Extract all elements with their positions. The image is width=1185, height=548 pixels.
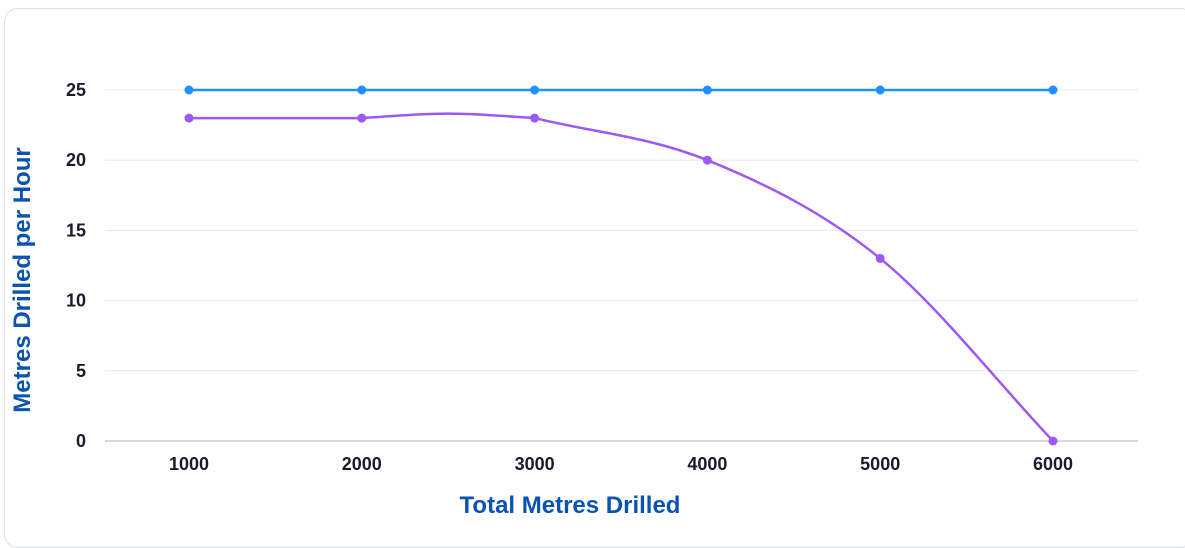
series-1-point[interactable]: [702, 85, 712, 95]
x-axis-title: Total Metres Drilled: [460, 492, 681, 519]
y-tick-label: 0: [76, 431, 86, 451]
x-tick-label: 1000: [169, 454, 209, 474]
series-1-point[interactable]: [184, 85, 194, 95]
series-1-point[interactable]: [875, 85, 885, 95]
y-axis-ticks: 0 5 10 15 20 25: [66, 80, 86, 451]
series-2-point[interactable]: [357, 113, 367, 123]
y-tick-label: 15: [66, 220, 86, 240]
y-tick-label: 20: [66, 150, 86, 170]
x-tick-label: 2000: [342, 454, 382, 474]
y-tick-label: 25: [66, 80, 86, 100]
series-2-line: [189, 112, 1054, 442]
x-tick-label: 4000: [687, 454, 727, 474]
series-1-point[interactable]: [1048, 85, 1058, 95]
series-2-point[interactable]: [702, 155, 712, 165]
x-tick-label: 6000: [1033, 454, 1073, 474]
series-2-point[interactable]: [530, 113, 540, 123]
series-2-point[interactable]: [184, 113, 194, 123]
x-tick-label: 5000: [860, 454, 900, 474]
x-axis-ticks: 1000 2000 3000 4000 5000 6000: [169, 454, 1073, 474]
series-1-point[interactable]: [357, 85, 367, 95]
y-tick-label: 5: [76, 361, 86, 381]
chart-card: [4, 8, 1185, 548]
y-axis-title: Metres Drilled per Hour: [9, 147, 36, 412]
gridlines: [105, 89, 1138, 442]
y-tick-label: 10: [66, 291, 86, 311]
series-2-point[interactable]: [875, 253, 885, 263]
series-1-point[interactable]: [530, 85, 540, 95]
series-layer: [184, 85, 1058, 446]
series-2-point[interactable]: [1048, 436, 1058, 446]
x-tick-label: 3000: [515, 454, 555, 474]
